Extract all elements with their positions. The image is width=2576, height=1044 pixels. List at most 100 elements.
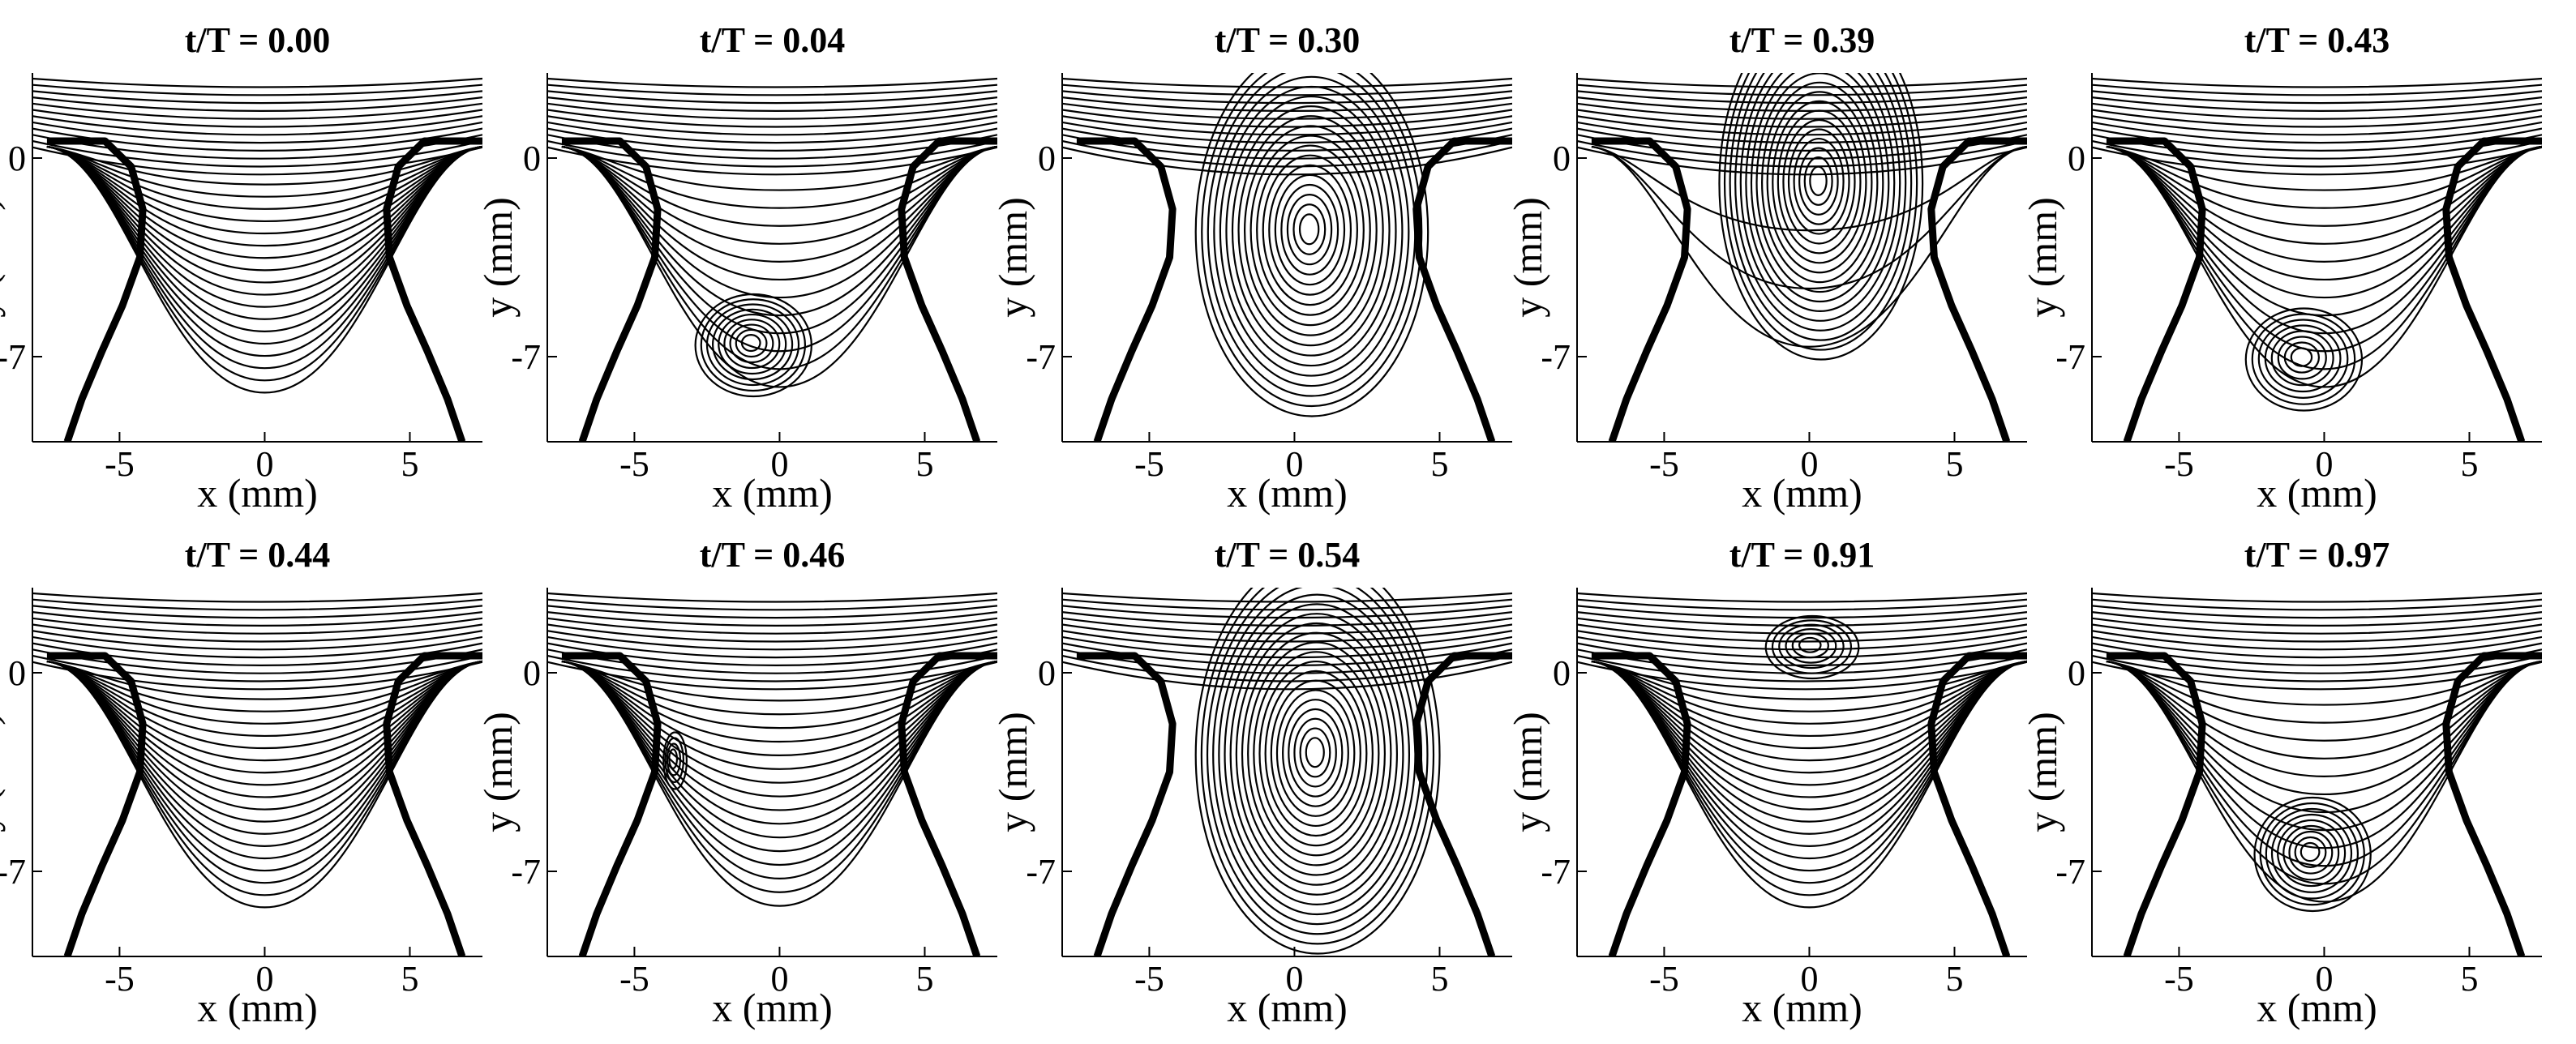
vortex-contour — [723, 319, 781, 370]
vortex-contour — [2282, 824, 2340, 881]
streamline — [46, 145, 482, 198]
vortex-contour — [2265, 807, 2360, 900]
streamline — [2092, 146, 2542, 176]
streamline — [1062, 661, 1512, 691]
vortex-contour — [2300, 841, 2321, 862]
vortex-contour — [1785, 628, 1837, 664]
x-tick-label: 0 — [770, 959, 788, 999]
streamline — [561, 660, 997, 716]
streamline — [2106, 145, 2542, 209]
streamline — [1062, 617, 1512, 635]
y-tick-label: 0 — [1553, 653, 1571, 693]
streamline — [2106, 660, 2542, 796]
streamline — [46, 145, 482, 320]
streamline — [547, 109, 997, 128]
streamline — [561, 660, 997, 907]
panel-title: t/T = 0.97 — [2244, 535, 2390, 575]
wall-right — [1412, 137, 1512, 442]
vortex-contour — [1809, 165, 1828, 196]
wall-right — [898, 652, 997, 956]
streamline — [1577, 592, 2027, 603]
x-tick-label: 5 — [1430, 959, 1448, 999]
streamline — [46, 145, 482, 296]
streamline — [32, 617, 482, 635]
streamline — [46, 660, 482, 847]
streamline — [2106, 145, 2542, 263]
streamline — [32, 83, 482, 96]
streamline — [32, 630, 482, 651]
x-axis-label: x (mm) — [712, 985, 833, 1030]
x-tick-label: -5 — [1649, 959, 1679, 999]
streamline — [46, 660, 482, 762]
streamline — [1591, 660, 2027, 909]
streamline — [46, 145, 482, 308]
y-tick-label: 0 — [523, 653, 541, 693]
vortex-contour — [1253, 651, 1380, 857]
plot-area — [32, 77, 482, 442]
x-tick-label: 0 — [2315, 959, 2333, 999]
vortex-contour — [1249, 135, 1371, 327]
streamline — [2106, 145, 2542, 281]
streamline — [547, 592, 997, 603]
streamline — [32, 611, 482, 627]
vortex-contour — [664, 737, 684, 784]
x-tick-label: 5 — [401, 444, 418, 484]
streamline — [1062, 121, 1512, 144]
streamline — [2092, 96, 2542, 112]
wall-right — [383, 137, 482, 442]
plot-area — [32, 592, 482, 956]
vortex-contour — [1275, 689, 1356, 817]
streamline — [561, 145, 997, 245]
wall-left — [2106, 652, 2206, 956]
x-tick-label: 0 — [1285, 444, 1303, 484]
streamline — [2106, 660, 2542, 724]
streamline — [1577, 598, 2027, 611]
vortex-contour — [1256, 144, 1365, 316]
vortex-contour — [1723, 73, 1918, 351]
streamline — [1591, 660, 2027, 798]
panel-title: t/T = 0.04 — [700, 20, 846, 60]
wall-right — [383, 652, 482, 956]
streamline — [46, 145, 482, 186]
x-tick-label: 5 — [1945, 444, 1963, 484]
streamline — [46, 660, 482, 823]
streamline — [2092, 630, 2542, 651]
panel-title: t/T = 0.46 — [700, 535, 846, 575]
vortex-contour — [1766, 91, 1873, 274]
x-tick-label: -5 — [1134, 444, 1164, 484]
vortex-contour — [1264, 670, 1368, 837]
x-axis-label: x (mm) — [1227, 470, 1348, 516]
streamline — [2092, 598, 2542, 611]
vortex-contour — [1288, 708, 1344, 798]
streamline — [2106, 660, 2542, 903]
streamline — [1577, 630, 2027, 651]
panel-3: t/T = 0.30 -5 0 5 0 -7 x (mm) y (mm) — [990, 20, 1512, 516]
vortex-contour — [1729, 73, 1913, 341]
streamline — [561, 660, 997, 825]
vortex-contour — [1778, 623, 1845, 670]
vortex-contour — [1201, 73, 1423, 408]
streamline — [32, 121, 482, 144]
streamline — [2106, 145, 2542, 227]
streamline — [46, 660, 482, 700]
y-tick-label: -7 — [1026, 852, 1056, 892]
streamline — [1577, 611, 2027, 627]
y-tick-label: 0 — [8, 139, 26, 178]
streamline — [2092, 605, 2542, 619]
streamline — [2092, 623, 2542, 643]
streamline — [547, 598, 997, 611]
vortex-contour — [1750, 73, 1890, 303]
x-tick-label: 5 — [2460, 444, 2478, 484]
streamline — [46, 660, 482, 786]
streamline — [46, 145, 482, 272]
streamline — [547, 96, 997, 112]
vortex-contour — [1782, 118, 1856, 245]
vortex-contour — [1777, 109, 1862, 255]
streamline — [547, 617, 997, 635]
streamline — [46, 145, 482, 332]
vortex-contour — [2259, 802, 2365, 906]
streamline — [46, 145, 482, 394]
y-tick-label: -7 — [0, 852, 26, 892]
streamline — [32, 139, 482, 168]
